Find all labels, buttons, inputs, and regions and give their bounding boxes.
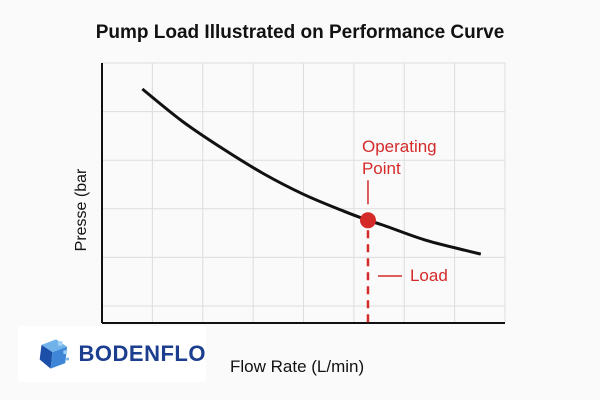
load-annotation: Load bbox=[409, 266, 448, 285]
y-axis-label: Presse (bar bbox=[73, 168, 90, 252]
operating-point-annotation: Operating Point bbox=[362, 136, 437, 180]
logo-cube-icon bbox=[39, 339, 69, 369]
x-axis-label: Flow Rate (L/min) bbox=[230, 357, 365, 376]
series-line-performance-curve bbox=[141, 87, 482, 256]
operating-point-label-line2: Point bbox=[361, 159, 401, 179]
brand-logo: BODENFLO bbox=[18, 326, 206, 382]
chart-title: Pump Load Illustrated on Performance Cur… bbox=[95, 22, 505, 43]
operating-point-marker bbox=[359, 212, 376, 229]
operating-point-label-line1: Operating bbox=[361, 137, 437, 157]
grid-lines bbox=[102, 62, 506, 323]
logo-text: BODENFLO bbox=[78, 341, 206, 366]
